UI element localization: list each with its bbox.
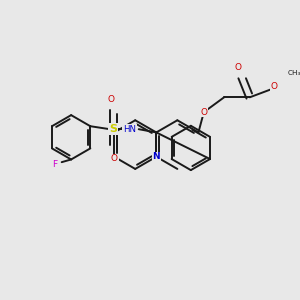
Text: O: O [234, 63, 241, 72]
Text: O: O [271, 82, 278, 91]
Text: O: O [111, 154, 118, 164]
Text: S: S [109, 124, 117, 134]
Text: CH₃: CH₃ [288, 70, 300, 76]
Text: HN: HN [123, 125, 136, 134]
Text: F: F [52, 160, 58, 169]
Text: O: O [200, 108, 207, 117]
Text: N: N [152, 152, 160, 161]
Text: O: O [107, 95, 114, 104]
